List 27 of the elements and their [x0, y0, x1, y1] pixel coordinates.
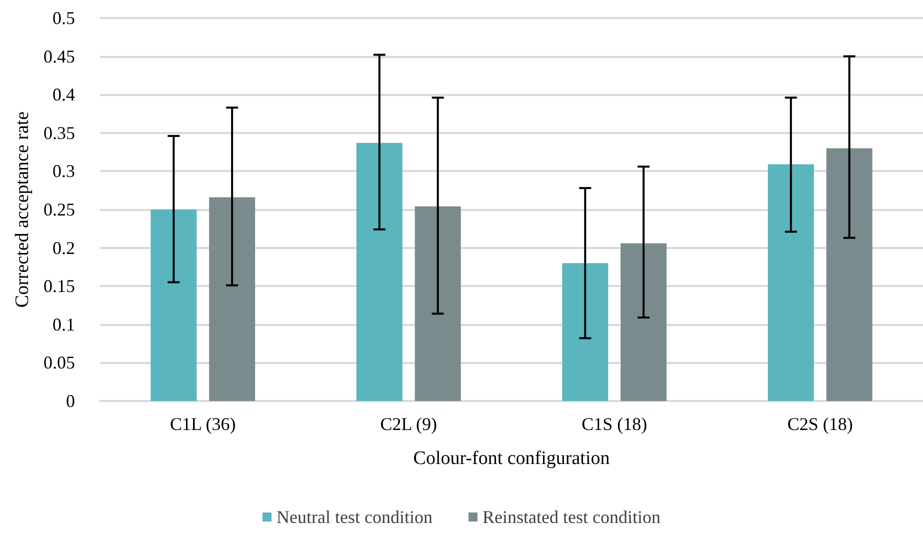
legend-label: Reinstated test condition: [482, 507, 660, 527]
y-tick-label: 0.4: [52, 84, 75, 105]
bar: [356, 142, 402, 401]
y-tick-label: 0: [66, 391, 75, 411]
bar: [768, 164, 814, 401]
x-tick-label: C2S (18): [787, 414, 853, 434]
x-tick-label: C1S (18): [582, 414, 648, 434]
x-tick-label: C2L (9): [380, 414, 438, 434]
y-tick-label: 0.2: [52, 238, 75, 258]
y-tick-label: 0.45: [44, 46, 75, 66]
y-tick-label: 0.15: [44, 276, 75, 296]
legend-label: Neutral test condition: [276, 507, 433, 527]
y-tick-label: 0.1: [52, 314, 75, 334]
y-tick-label: 0.3: [52, 161, 75, 182]
x-axis-title: Colour-font configuration: [413, 448, 610, 469]
y-tick-label: 0.5: [52, 8, 75, 28]
y-tick-label: 0.25: [44, 200, 75, 220]
bar: [150, 210, 197, 401]
y-tick-label: 0.05: [44, 352, 75, 373]
y-tick-label: 0.35: [44, 122, 75, 143]
bar: [826, 148, 872, 401]
bar: [620, 243, 667, 401]
bar: [414, 206, 461, 401]
x-tick-label: C1L (36): [170, 414, 236, 434]
bar: [562, 263, 608, 401]
bar: [209, 197, 256, 401]
y-axis-title: Corrected acceptance rate: [12, 111, 33, 308]
